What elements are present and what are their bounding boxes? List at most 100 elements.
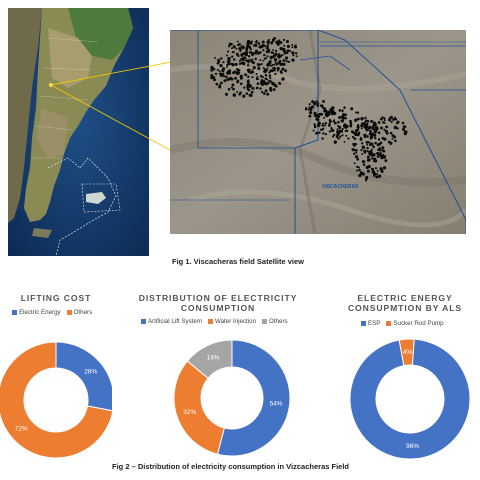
well-marker xyxy=(270,41,274,44)
well-marker xyxy=(260,44,264,49)
well-marker xyxy=(266,48,271,52)
well-marker xyxy=(236,79,240,82)
well-marker xyxy=(285,60,288,63)
well-marker xyxy=(260,63,263,66)
well-marker xyxy=(215,82,219,86)
well-marker xyxy=(222,74,226,78)
well-marker xyxy=(308,114,312,118)
well-marker xyxy=(242,94,246,98)
well-marker xyxy=(389,119,391,122)
well-marker xyxy=(239,91,242,95)
well-marker xyxy=(212,67,216,71)
well-marker xyxy=(339,135,342,138)
well-marker xyxy=(358,173,362,178)
well-marker xyxy=(378,147,382,150)
well-marker xyxy=(383,166,387,170)
well-marker xyxy=(363,151,366,154)
legend-item-others: Others xyxy=(66,309,92,316)
well-marker xyxy=(341,119,344,123)
data-label: 54% xyxy=(270,401,283,408)
well-marker xyxy=(246,85,250,89)
well-marker xyxy=(251,69,254,71)
well-marker xyxy=(323,124,326,127)
well-marker xyxy=(362,122,366,126)
well-marker xyxy=(257,66,261,71)
chart-3-donut: 96% 4% xyxy=(349,338,471,460)
well-marker xyxy=(357,132,361,136)
well-marker xyxy=(313,101,317,106)
well-marker xyxy=(286,51,289,55)
well-marker xyxy=(323,116,325,119)
well-marker xyxy=(292,54,295,57)
well-marker xyxy=(321,106,324,109)
well-marker xyxy=(235,47,238,50)
well-marker xyxy=(237,69,240,72)
well-marker xyxy=(337,137,340,140)
well-marker xyxy=(232,45,236,49)
well-marker xyxy=(366,155,370,159)
well-marker xyxy=(226,54,228,57)
well-marker xyxy=(268,74,272,78)
well-marker xyxy=(277,54,281,58)
well-marker xyxy=(381,146,385,150)
well-marker xyxy=(268,60,272,63)
well-marker xyxy=(378,131,381,134)
well-marker xyxy=(401,121,405,125)
well-marker xyxy=(219,81,223,85)
well-marker xyxy=(370,148,373,151)
well-marker xyxy=(269,55,273,59)
well-marker xyxy=(248,59,252,62)
well-marker xyxy=(316,100,319,103)
well-marker xyxy=(295,55,298,58)
well-marker xyxy=(364,116,367,120)
well-marker xyxy=(380,156,384,160)
well-marker xyxy=(383,117,386,120)
argentina-satellite-map xyxy=(8,8,149,256)
well-marker xyxy=(249,48,252,51)
well-marker xyxy=(274,49,278,53)
donut-slice xyxy=(186,339,233,379)
well-marker xyxy=(247,55,251,58)
well-marker xyxy=(259,51,262,54)
well-marker xyxy=(219,57,223,60)
well-marker xyxy=(213,78,216,82)
figure-1-caption: Fig 1. Viscacheras field Satellite view xyxy=(172,257,305,266)
well-marker xyxy=(294,44,297,47)
well-marker xyxy=(218,84,221,87)
well-marker xyxy=(246,44,250,47)
well-marker xyxy=(271,69,274,73)
well-marker xyxy=(238,62,242,66)
donut-slice xyxy=(0,341,112,459)
well-marker xyxy=(275,58,278,61)
well-marker xyxy=(265,57,268,60)
well-marker xyxy=(359,136,362,139)
well-marker xyxy=(268,71,271,74)
well-marker xyxy=(272,49,275,51)
well-marker xyxy=(360,117,364,121)
well-marker xyxy=(254,43,258,47)
well-marker xyxy=(316,114,319,118)
well-marker xyxy=(250,90,254,94)
well-marker xyxy=(323,109,327,113)
well-marker xyxy=(335,135,339,139)
well-marker xyxy=(246,80,250,83)
well-marker xyxy=(283,44,286,47)
well-marker xyxy=(249,71,253,74)
well-marker xyxy=(319,104,323,107)
well-marker xyxy=(369,131,372,134)
oilfield-satellite-view: VISCACHERAS xyxy=(170,30,466,234)
well-marker xyxy=(395,122,398,125)
well-marker xyxy=(234,76,237,80)
well-marker xyxy=(242,61,246,66)
well-marker xyxy=(256,82,260,85)
well-marker xyxy=(342,113,346,117)
well-marker xyxy=(382,149,386,153)
well-marker xyxy=(279,41,283,44)
well-marker xyxy=(371,126,374,130)
donut-slice xyxy=(216,339,291,457)
well-marker xyxy=(368,125,372,129)
well-marker xyxy=(359,137,363,141)
well-marker xyxy=(355,143,358,146)
well-marker xyxy=(404,132,407,135)
well-marker xyxy=(281,53,284,56)
